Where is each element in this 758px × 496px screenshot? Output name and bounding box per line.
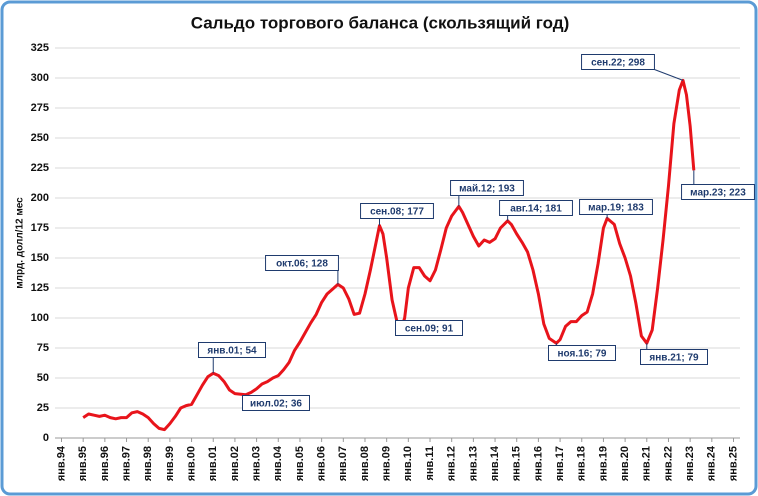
x-tick-label: янв.00 <box>185 446 197 481</box>
annotation-label: мар.23; 223 <box>690 188 746 199</box>
y-tick-label: 325 <box>31 42 49 54</box>
annotation-box <box>450 180 524 196</box>
annotation-leader <box>654 69 684 81</box>
x-tick-label: янв.25 <box>727 446 739 481</box>
y-tick-label: 225 <box>31 162 49 174</box>
annotation-box <box>395 320 463 336</box>
annotation-box <box>548 345 616 361</box>
data-line <box>82 78 696 432</box>
annotation-label: сен.09; 91 <box>405 324 454 335</box>
x-tick-label: янв.01 <box>207 446 219 481</box>
annotation-label: янв.21; 79 <box>649 353 699 364</box>
annotation-box <box>681 184 755 200</box>
annotation-box <box>360 203 434 219</box>
annotation-box <box>579 199 653 215</box>
x-tick-label: янв.22 <box>662 446 674 481</box>
annotation-box <box>581 54 655 70</box>
y-tick-label: 175 <box>31 222 49 234</box>
y-tick-label: 0 <box>43 432 49 444</box>
y-tick-label: 75 <box>37 342 49 354</box>
x-tick-label: янв.94 <box>55 445 67 481</box>
annotation-label: авг.14; 181 <box>510 204 562 215</box>
y-tick-label: 25 <box>37 402 49 414</box>
x-tick-label: янв.07 <box>337 446 349 481</box>
annotation-label: сен.08; 177 <box>370 207 424 218</box>
y-tick-label: 125 <box>31 282 49 294</box>
x-tick-label: янв.06 <box>316 446 328 481</box>
x-tick-label: янв.24 <box>706 445 718 481</box>
x-tick-label: янв.12 <box>446 446 458 481</box>
annotation-label: ноя.16; 79 <box>558 349 607 360</box>
x-tick-label: янв.23 <box>684 446 696 481</box>
annotation-box <box>640 349 708 365</box>
x-tick-label: янв.11 <box>424 446 436 481</box>
y-tick-label: 300 <box>31 72 49 84</box>
y-tick-label: 150 <box>31 252 49 264</box>
x-tick-label: янв.10 <box>402 446 414 481</box>
y-tick-label: 100 <box>31 312 49 324</box>
x-tick-label: янв.20 <box>619 446 631 481</box>
annotation-box <box>198 342 266 358</box>
annotation-label: янв.01; 54 <box>207 346 257 357</box>
x-tick-label: янв.99 <box>164 446 176 481</box>
annotation-label: май.12; 193 <box>459 184 515 195</box>
x-tick-label: янв.02 <box>229 446 241 481</box>
y-tick-label: 250 <box>31 132 49 144</box>
x-tick-label: янв.18 <box>576 446 588 481</box>
x-tick-label: янв.98 <box>142 446 154 481</box>
x-tick-label: янв.97 <box>120 446 132 481</box>
x-tick-label: янв.96 <box>99 446 111 481</box>
x-tick-label: янв.04 <box>272 445 284 481</box>
x-tick-label: янв.09 <box>381 446 393 481</box>
y-tick-label: 200 <box>31 192 49 204</box>
x-tick-label: янв.19 <box>597 446 609 481</box>
x-tick-label: янв.21 <box>641 446 653 481</box>
annotation-box <box>242 395 310 411</box>
x-tick-label: янв.03 <box>251 446 263 481</box>
x-tick-label: янв.17 <box>554 446 566 481</box>
x-tick-label: янв.16 <box>532 446 544 481</box>
annotation-box <box>499 200 573 216</box>
x-tick-label: янв.05 <box>294 446 306 481</box>
y-tick-label: 50 <box>37 372 49 384</box>
y-axis-label: млрд. долл/12 мес <box>15 197 26 289</box>
y-tick-label: 275 <box>31 102 49 114</box>
annotation-label: окт.06; 128 <box>276 259 328 270</box>
annotation-label: июл.02; 36 <box>250 399 302 410</box>
x-tick-label: янв.95 <box>77 446 89 481</box>
chart-title: Сальдо торгового баланса (скользящий год… <box>191 13 570 32</box>
annotation-box <box>265 255 339 271</box>
annotation-label: сен.22; 298 <box>591 58 645 69</box>
annotation-label: мар.19; 183 <box>588 203 644 214</box>
x-tick-label: янв.15 <box>511 446 523 481</box>
x-tick-label: янв.14 <box>489 445 501 481</box>
x-tick-label: янв.13 <box>467 446 479 481</box>
x-tick-label: янв.08 <box>359 446 371 481</box>
